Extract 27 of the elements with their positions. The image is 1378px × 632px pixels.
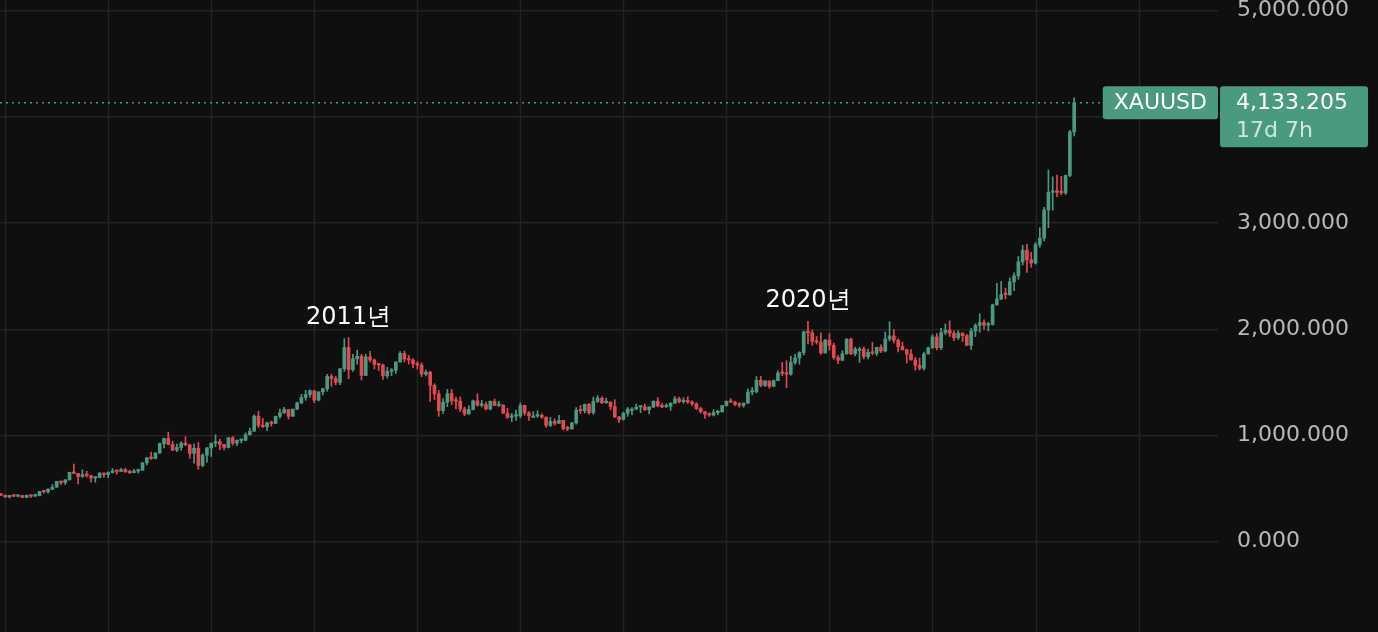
candlestick (72, 463, 76, 474)
candlestick (806, 320, 810, 345)
text: 4,133.205 (1236, 89, 1348, 115)
candlestick (630, 407, 634, 416)
y-tick-label: 0.000 (1237, 527, 1300, 553)
y-tick-label: 1,000.000 (1237, 421, 1349, 447)
candlestick (93, 476, 98, 483)
candlestick (685, 396, 690, 404)
candlestick (260, 417, 265, 428)
candlestick (29, 494, 33, 498)
candlestick (149, 451, 153, 460)
y-tick-label: 5,000.000 (1237, 0, 1349, 22)
annotation: 2020년 (765, 285, 851, 314)
candlestick (514, 409, 518, 421)
candlestick (977, 313, 982, 333)
candlestick (454, 396, 458, 410)
ref-line-label: XAUUSD (1113, 89, 1207, 115)
candlestick (1059, 176, 1064, 195)
candlestick (780, 361, 785, 377)
y-tick-label: 2,000.000 (1237, 315, 1349, 340)
candlestick (1055, 174, 1059, 198)
candlestick (415, 361, 420, 370)
candlestick (531, 411, 536, 418)
annotation: 2011년 (306, 301, 392, 330)
candlestick (1050, 176, 1055, 211)
text: 17d 7h (1236, 117, 1313, 143)
y-tick-label: 3,000.000 (1237, 208, 1349, 234)
